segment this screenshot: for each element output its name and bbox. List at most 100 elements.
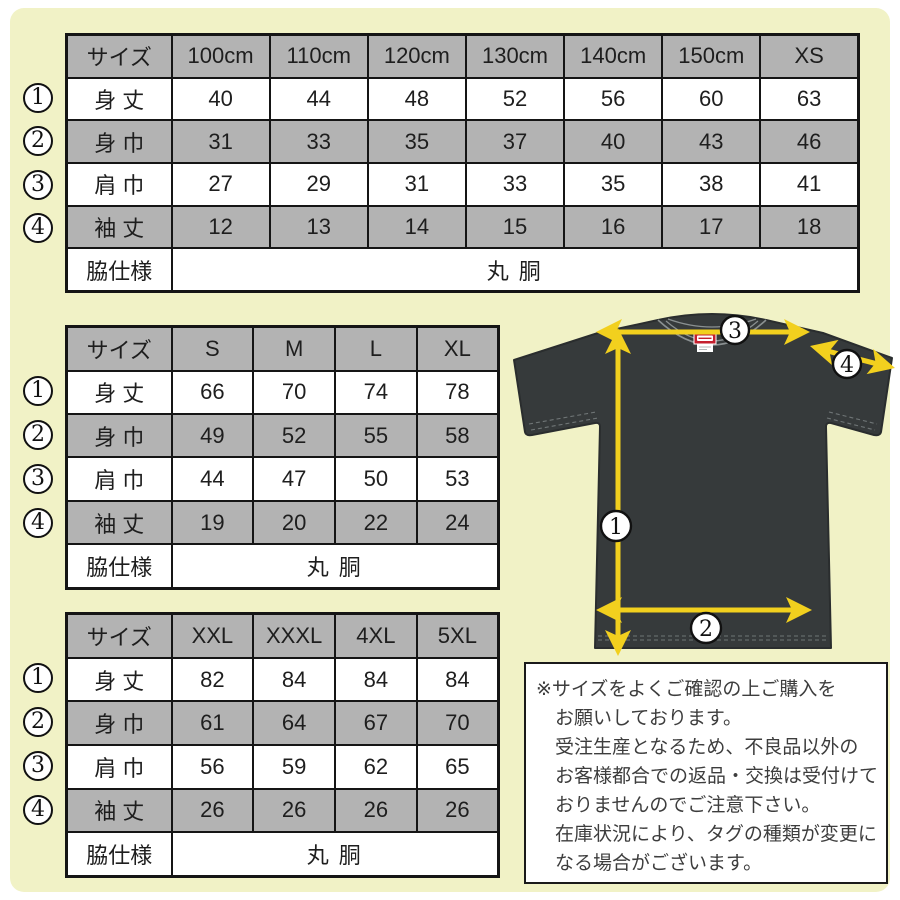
- size-value: 62: [334, 743, 418, 790]
- circled-number-2: 2: [23, 420, 53, 450]
- table-row: 身 丈 82 84 84 84: [65, 656, 500, 703]
- size-value: 47: [252, 456, 336, 502]
- circled-number-2: 2: [23, 707, 53, 737]
- size-value: 64: [252, 700, 336, 746]
- circled-number-2: [689, 611, 723, 645]
- header-row: サイズ S M L XL: [65, 325, 500, 372]
- note-line: なる場合がございます。: [555, 853, 763, 874]
- arrow-1-top-head: [605, 328, 631, 354]
- size-value: 44: [268, 76, 369, 122]
- table-row: 肩 巾 27 29 31 33 35 38 41: [65, 161, 860, 207]
- arrow-2-left-head: [596, 597, 622, 623]
- size-value: 18: [759, 204, 860, 250]
- circled-number-1: 1: [23, 376, 53, 406]
- size-value: 15: [464, 204, 566, 250]
- note-line: ※サイズをよくご確認の上ご購入を: [536, 679, 837, 700]
- table-row: 肩 巾 56 59 62 65: [65, 743, 500, 790]
- column-header: XL: [415, 325, 500, 372]
- size-value: 61: [170, 700, 255, 746]
- circled-number-1: [599, 509, 633, 543]
- column-header: M: [252, 325, 336, 372]
- row-label: 脇仕様: [65, 543, 173, 590]
- circled-number-1: 1: [23, 83, 53, 113]
- row-label: 身 巾: [65, 413, 173, 459]
- column-header: L: [334, 325, 418, 372]
- column-header: 150cm: [661, 33, 762, 79]
- arrow-2-line: [610, 607, 798, 613]
- table-row: 身 巾 61 64 67 70: [65, 700, 500, 746]
- left-cuff-stitch: [528, 411, 599, 431]
- footer-row: 脇仕様 丸 胴: [65, 543, 500, 590]
- column-header: 5XL: [415, 612, 500, 659]
- table-row: 袖 丈 12 13 14 15 16 17 18: [65, 204, 860, 250]
- circled-number-3: 3: [23, 170, 53, 200]
- table-row: 身 巾 31 33 35 37 40 43 46: [65, 119, 860, 164]
- column-header: サイズ: [65, 325, 173, 372]
- table-row: 袖 丈 26 26 26 26: [65, 787, 500, 834]
- column-header: 110cm: [268, 33, 369, 79]
- size-value: 13: [268, 204, 369, 250]
- size-value: 48: [366, 76, 467, 122]
- size-value: 56: [563, 76, 664, 122]
- size-value: 26: [415, 787, 500, 834]
- size-value: 40: [563, 119, 664, 164]
- row-label: 肩 巾: [65, 456, 173, 502]
- header-row: サイズ XXL XXXL 4XL 5XL: [65, 612, 500, 659]
- marker-3-text: 3: [728, 319, 742, 344]
- size-value: 17: [661, 204, 762, 250]
- footer-row: 脇仕様 丸 胴: [65, 831, 500, 878]
- table-row: 身 丈 40 44 48 52 56 60 63: [65, 76, 860, 122]
- column-header: 100cm: [170, 33, 271, 79]
- arrow-1-line: [615, 344, 621, 640]
- table-row: 肩 巾 44 47 50 53: [65, 456, 500, 502]
- size-value: 31: [170, 119, 271, 164]
- size-value: 55: [334, 413, 418, 459]
- size-value: 22: [334, 499, 418, 546]
- row-label: 身 丈: [65, 656, 173, 703]
- column-header: 4XL: [334, 612, 418, 659]
- marker-4-text: 4: [840, 353, 854, 378]
- row-label: 脇仕様: [65, 831, 173, 878]
- size-value: 40: [170, 76, 271, 122]
- size-value: 43: [661, 119, 762, 164]
- size-value: 67: [334, 700, 418, 746]
- circled-number-2: 2: [23, 126, 53, 156]
- tshirt-measurement-diagram: 3 4 1 2: [513, 313, 895, 656]
- size-value: 65: [415, 743, 500, 790]
- purchase-note-box: ※サイズをよくご確認の上ご購入を お願いしております。 受注生産となるため、不良…: [524, 662, 888, 884]
- size-value: 74: [334, 369, 418, 416]
- row-label: 身 丈: [65, 369, 173, 416]
- size-value: 84: [252, 656, 336, 703]
- size-value: 33: [268, 119, 369, 164]
- size-value: 56: [170, 743, 255, 790]
- arrow-3-right-head: [784, 319, 810, 345]
- table-row: 身 巾 49 52 55 58: [65, 413, 500, 459]
- size-value: 70: [252, 369, 336, 416]
- column-header: XXXL: [252, 612, 336, 659]
- header-row: サイズ 100cm 110cm 120cm 130cm 140cm 150cm …: [65, 33, 860, 79]
- row-label: 身 巾: [65, 119, 173, 164]
- circled-number-4: [831, 348, 863, 380]
- column-header: XXL: [170, 612, 255, 659]
- column-header: S: [170, 325, 255, 372]
- circled-number-4: 4: [23, 508, 53, 538]
- size-value: 24: [415, 499, 500, 546]
- row-label: 身 丈: [65, 76, 173, 122]
- size-value: 14: [366, 204, 467, 250]
- size-value: 19: [170, 499, 255, 546]
- size-value: 20: [252, 499, 336, 546]
- table-row: 袖 丈 19 20 22 24: [65, 499, 500, 546]
- row-label: 肩 巾: [65, 743, 173, 790]
- circled-number-3: [719, 314, 751, 346]
- side-spec-value: 丸 胴: [170, 543, 500, 590]
- size-value: 50: [334, 456, 418, 502]
- size-chart-kids-xs: サイズ 100cm 110cm 120cm 130cm 140cm 150cm …: [65, 33, 860, 293]
- arrow-3-line: [612, 329, 794, 335]
- right-cuff-stitch: [826, 411, 878, 431]
- size-value: 84: [415, 656, 500, 703]
- size-value: 29: [268, 161, 369, 207]
- note-line: お客様都合での返品・交換は受付けて: [555, 766, 879, 787]
- circled-number-4: 4: [23, 213, 53, 243]
- size-value: 33: [464, 161, 566, 207]
- marker-1-text: 1: [609, 515, 623, 540]
